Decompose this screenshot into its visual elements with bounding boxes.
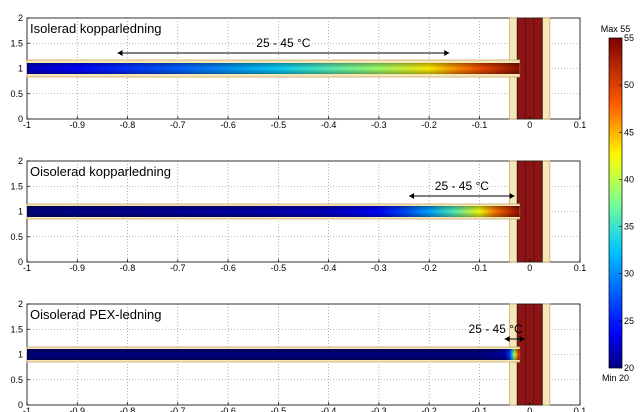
colorbar-tick-label: 55 xyxy=(624,33,634,43)
colorbar-tick-label: 20 xyxy=(624,363,634,373)
colorbar-tick-label: 35 xyxy=(624,222,634,232)
x-tick-label: -0.4 xyxy=(321,120,337,130)
annotation-label: 25 - 45 °C xyxy=(256,36,310,50)
pipe-shading xyxy=(27,63,520,74)
y-tick-label: 2 xyxy=(18,299,23,309)
y-tick-label: 2 xyxy=(18,13,23,23)
colorbar-tick-label: 40 xyxy=(624,174,634,184)
x-tick-label: -0.3 xyxy=(371,120,387,130)
x-tick-label: -0.1 xyxy=(472,120,488,130)
x-tick-label: -0.5 xyxy=(271,263,287,273)
wall-core xyxy=(516,303,543,406)
x-tick-label: -1 xyxy=(23,120,31,130)
colorbar-gradient xyxy=(608,37,623,369)
x-tick-label: -0.2 xyxy=(421,406,437,412)
annotation-arrowhead-right xyxy=(444,50,450,56)
x-tick-label: -0.2 xyxy=(421,120,437,130)
x-tick-label: -0.7 xyxy=(170,406,186,412)
x-tick-label: -0.4 xyxy=(321,263,337,273)
annotation-arrowhead-right xyxy=(519,336,525,342)
x-tick-label: -0.5 xyxy=(271,120,287,130)
x-tick-label: -0.3 xyxy=(371,406,387,412)
x-tick-label: 0.1 xyxy=(574,263,587,273)
colorbar-tick-label: 25 xyxy=(624,316,634,326)
x-tick-label: -0.1 xyxy=(472,263,488,273)
x-tick-label: -0.8 xyxy=(120,406,136,412)
x-tick-label: -0.9 xyxy=(70,120,86,130)
y-tick-label: 2 xyxy=(18,156,23,166)
y-tick-label: 0.5 xyxy=(10,89,23,99)
panel-1: -1 -0.9 -0.8 -0.7 -0.6 -0.5 -0.4 -0.3 -0.2 -0.1 0 0… xyxy=(10,13,586,130)
x-tick-label: 0 xyxy=(527,406,532,412)
colorbar-max-label: Max 55 xyxy=(601,24,631,34)
annotation-arrowhead-left xyxy=(409,193,415,199)
y-tick-label: 1 xyxy=(18,350,23,360)
x-tick-label: 0 xyxy=(527,120,532,130)
y-tick-label: 0.5 xyxy=(10,375,23,385)
pipe-shading xyxy=(27,206,520,217)
y-tick-label: 0 xyxy=(18,257,23,267)
x-tick-label: -0.1 xyxy=(472,406,488,412)
x-tick-label: -0.6 xyxy=(220,120,236,130)
x-tick-label: -0.2 xyxy=(421,263,437,273)
x-tick-label: -0.5 xyxy=(271,406,287,412)
annotation-arrowhead-left xyxy=(504,336,510,342)
panel-title: Oisolerad kopparledning xyxy=(30,164,171,179)
panel-title: Oisolerad PEX-ledning xyxy=(30,307,162,322)
y-tick-label: 1.5 xyxy=(10,324,23,334)
x-tick-label: 0.1 xyxy=(574,406,587,412)
annotation-label: 25 - 45 °C xyxy=(435,179,489,193)
y-tick-label: 1 xyxy=(18,207,23,217)
colorbar-tick-label: 30 xyxy=(624,269,634,279)
panel-2: -1 -0.9 -0.8 -0.7 -0.6 -0.5 -0.4 -0.3 -0.2 -0.1 0 0… xyxy=(10,156,586,273)
x-tick-label: -0.7 xyxy=(170,263,186,273)
x-tick-label: 0 xyxy=(527,263,532,273)
y-tick-label: 1.5 xyxy=(10,38,23,48)
wall-core xyxy=(516,160,543,263)
y-tick-label: 0 xyxy=(18,114,23,124)
colorbar-tick-label: 50 xyxy=(624,80,634,90)
colorbar-tick-label: 45 xyxy=(624,127,634,137)
x-tick-label: -0.6 xyxy=(220,406,236,412)
x-tick-label: -0.6 xyxy=(220,263,236,273)
pipe-shading xyxy=(27,349,520,360)
y-tick-label: 0 xyxy=(18,400,23,410)
x-tick-label: -0.7 xyxy=(170,120,186,130)
wall-core xyxy=(516,17,543,120)
chart-panels: -1 -0.9 -0.8 -0.7 -0.6 -0.5 -0.4 -0.3 -0.2 -0.1 0 0… xyxy=(10,13,586,412)
panel-title: Isolerad kopparledning xyxy=(30,21,162,36)
x-tick-label: -0.4 xyxy=(321,406,337,412)
y-tick-label: 1 xyxy=(18,64,23,74)
y-tick-label: 0.5 xyxy=(10,232,23,242)
annotation-arrowhead-left xyxy=(117,50,123,56)
x-tick-label: -1 xyxy=(23,406,31,412)
x-tick-label: -0.9 xyxy=(70,263,86,273)
x-tick-label: 0.1 xyxy=(574,120,587,130)
annotation-label: 25 - 45 °C xyxy=(469,322,523,336)
x-tick-label: -0.3 xyxy=(371,263,387,273)
x-tick-label: -0.8 xyxy=(120,263,136,273)
x-tick-label: -1 xyxy=(23,263,31,273)
annotation-arrowhead-right xyxy=(509,193,515,199)
x-tick-label: -0.8 xyxy=(120,120,136,130)
panel-3: -1 -0.9 -0.8 -0.7 -0.6 -0.5 -0.4 -0.3 -0.2 -0.1 0 0… xyxy=(10,299,586,412)
x-tick-label: -0.9 xyxy=(70,406,86,412)
colorbar-min-label: Min 20 xyxy=(602,373,629,383)
y-tick-label: 1.5 xyxy=(10,181,23,191)
